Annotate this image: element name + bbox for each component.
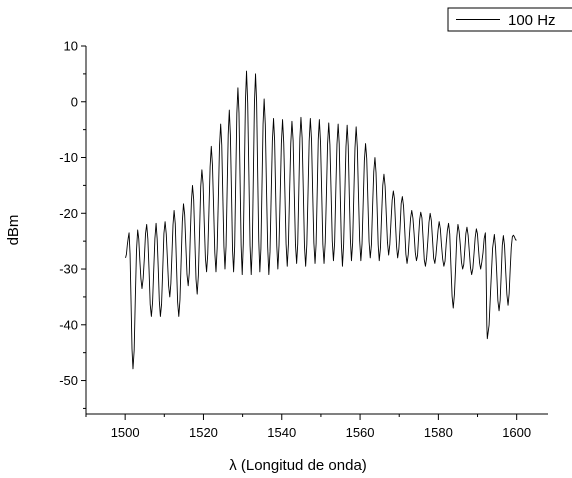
x-tick-label: 1540 <box>267 425 296 440</box>
x-tick-label: 1520 <box>189 425 218 440</box>
y-tick-label: -10 <box>59 150 78 165</box>
y-tick-label: -40 <box>59 317 78 332</box>
x-tick-label: 1580 <box>424 425 453 440</box>
legend-label: 100 Hz <box>508 12 556 29</box>
legend: 100 Hz <box>447 7 572 32</box>
x-axis-title: λ (Longitud de onda) <box>229 457 367 474</box>
y-tick-label: -20 <box>59 206 78 221</box>
x-tick-label: 1600 <box>502 425 531 440</box>
y-tick-label: 0 <box>71 94 78 109</box>
y-axis-title: dBm <box>5 215 22 246</box>
x-tick-label: 1560 <box>346 425 375 440</box>
y-tick-label: -30 <box>59 262 78 277</box>
legend-box <box>447 7 572 32</box>
y-tick-label: 10 <box>64 39 78 54</box>
y-axis: 10 0 -10 -20 -30 -40 -50 <box>59 39 87 414</box>
x-tick-label: 1500 <box>111 425 140 440</box>
y-tick-label: -50 <box>59 373 78 388</box>
plot-area <box>125 70 517 370</box>
x-axis: 1500 1520 1540 1560 1580 1600 <box>85 413 548 440</box>
series-line-100-hz <box>125 70 517 370</box>
